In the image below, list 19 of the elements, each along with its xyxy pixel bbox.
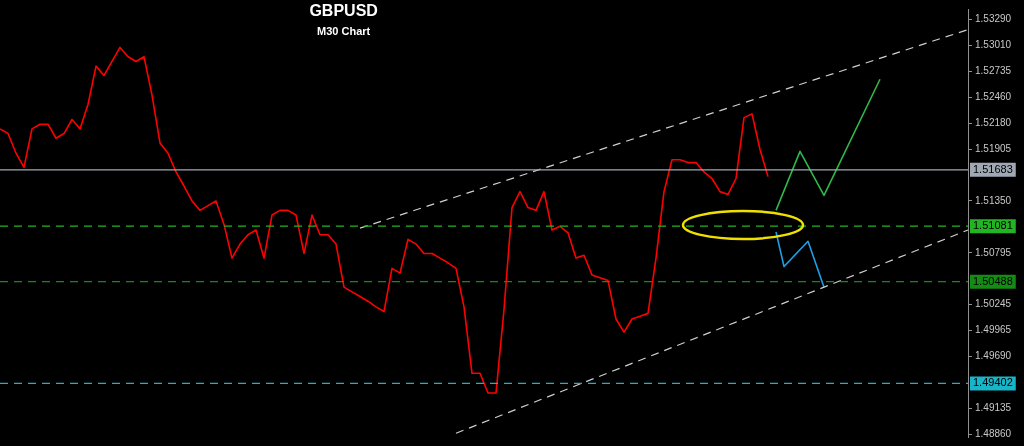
ref-line-label: 1.51081: [973, 219, 1013, 232]
ref-line-label: 1.49402: [973, 376, 1013, 389]
y-tick-label: 1.48860: [975, 427, 1012, 439]
y-tick-label: 1.52735: [975, 65, 1012, 77]
ref-line-label: 1.51683: [973, 162, 1013, 175]
y-tick-label: 1.53010: [975, 39, 1012, 51]
y-tick-label: 1.51350: [975, 194, 1012, 206]
ref-line-label: 1.50488: [973, 274, 1013, 287]
y-tick-label: 1.51905: [975, 142, 1012, 154]
y-tick-label: 1.50245: [975, 298, 1012, 310]
y-tick-label: 1.52180: [975, 117, 1012, 129]
y-tick-label: 1.49690: [975, 350, 1012, 362]
chart-title: GBPUSD: [309, 2, 378, 20]
y-tick-label: 1.49135: [975, 402, 1012, 414]
text: M30 Chart: [317, 24, 371, 37]
y-tick-label: 1.50795: [975, 246, 1012, 258]
y-tick-label: 1.52460: [975, 90, 1012, 102]
y-tick-label: 1.49965: [975, 324, 1012, 336]
y-tick-label: 1.53290: [975, 13, 1012, 25]
